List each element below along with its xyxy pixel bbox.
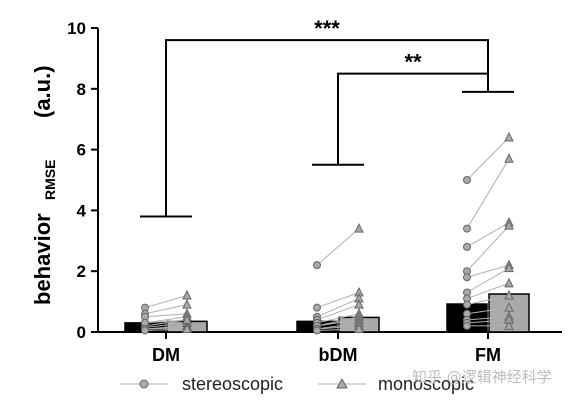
pair-line bbox=[316, 328, 360, 331]
pair-line bbox=[144, 326, 188, 330]
pair-line bbox=[466, 295, 510, 306]
pair-line bbox=[316, 228, 360, 266]
pair-line bbox=[144, 322, 188, 328]
pair-line bbox=[466, 282, 510, 300]
point-monoscopic bbox=[504, 153, 514, 163]
pair-line bbox=[316, 304, 360, 321]
point-monoscopic bbox=[504, 131, 514, 142]
point-monoscopic bbox=[182, 299, 192, 309]
pair-line bbox=[144, 304, 188, 315]
significance-label: *** bbox=[314, 16, 340, 41]
pair-line bbox=[466, 222, 510, 248]
y-axis-label-main: behavior bbox=[30, 213, 55, 305]
y-axis-label: behavior RMSE (a.u.) bbox=[30, 65, 58, 305]
point-monoscopic bbox=[504, 219, 514, 230]
point-stereoscopic bbox=[141, 326, 149, 335]
point-stereoscopic bbox=[313, 326, 321, 335]
pair-line bbox=[144, 313, 188, 318]
point-monoscopic bbox=[504, 289, 514, 300]
point-stereoscopic bbox=[463, 273, 471, 282]
legend: stereoscopic monoscopic bbox=[120, 374, 474, 394]
watermark: 知乎 @逻辑神经科学 bbox=[412, 368, 552, 386]
pair-line bbox=[316, 322, 360, 330]
significance-bracket bbox=[337, 72, 489, 165]
pair-line bbox=[316, 313, 360, 324]
point-monoscopic bbox=[504, 262, 514, 273]
point-monoscopic bbox=[182, 323, 192, 333]
point-monoscopic bbox=[354, 323, 364, 333]
point-monoscopic bbox=[504, 320, 514, 330]
y-axis-label-unit: (a.u.) bbox=[30, 65, 55, 118]
pair-line bbox=[316, 316, 360, 327]
y-tick-label: 8 bbox=[77, 80, 86, 99]
x-tick-label-bdm: bDM bbox=[319, 345, 358, 365]
point-monoscopic bbox=[182, 289, 192, 300]
pair-line bbox=[466, 158, 510, 229]
legend-monoscopic-marker bbox=[336, 377, 348, 389]
y-tick-label: 10 bbox=[67, 19, 86, 38]
pair-line bbox=[316, 292, 360, 309]
pair-line bbox=[316, 298, 360, 318]
point-stereoscopic bbox=[313, 261, 321, 270]
y-tick-label: 4 bbox=[77, 201, 87, 220]
pair-line bbox=[466, 319, 510, 324]
legend-stereoscopic-label: stereoscopic bbox=[182, 374, 283, 394]
point-stereoscopic bbox=[463, 321, 471, 330]
pair-line bbox=[466, 225, 510, 272]
y-axis-label-sub: RMSE bbox=[42, 160, 58, 200]
point-stereoscopic bbox=[463, 224, 471, 233]
point-stereoscopic bbox=[463, 300, 471, 309]
point-monoscopic bbox=[354, 223, 364, 233]
pair-line bbox=[144, 295, 188, 309]
y-tick-label: 0 bbox=[77, 323, 86, 342]
y-tick-label: 6 bbox=[77, 141, 86, 160]
point-stereoscopic bbox=[463, 242, 471, 251]
pair-line bbox=[144, 319, 188, 327]
legend-monoscopic-label: monoscopic bbox=[378, 374, 474, 394]
x-tick-label-dm: DM bbox=[152, 345, 180, 365]
pair-line bbox=[144, 319, 188, 324]
pair-line bbox=[316, 325, 360, 330]
pair-line bbox=[466, 316, 510, 321]
pair-line bbox=[466, 267, 510, 293]
point-monoscopic bbox=[504, 277, 514, 288]
point-monoscopic bbox=[354, 299, 364, 309]
x-tick-label-fm: FM bbox=[475, 345, 501, 365]
significance-bracket bbox=[165, 39, 489, 217]
significance-label: ** bbox=[404, 50, 422, 75]
pair-line bbox=[316, 319, 360, 327]
pair-line bbox=[144, 316, 188, 324]
point-stereoscopic bbox=[463, 176, 471, 184]
pair-line bbox=[466, 264, 510, 278]
y-tick-label: 2 bbox=[77, 262, 86, 281]
pair-line bbox=[144, 328, 188, 331]
pair-line bbox=[466, 137, 510, 181]
legend-stereoscopic-marker bbox=[139, 379, 149, 389]
point-monoscopic bbox=[504, 302, 514, 312]
point-stereoscopic bbox=[313, 303, 321, 312]
pair-line bbox=[466, 307, 510, 315]
